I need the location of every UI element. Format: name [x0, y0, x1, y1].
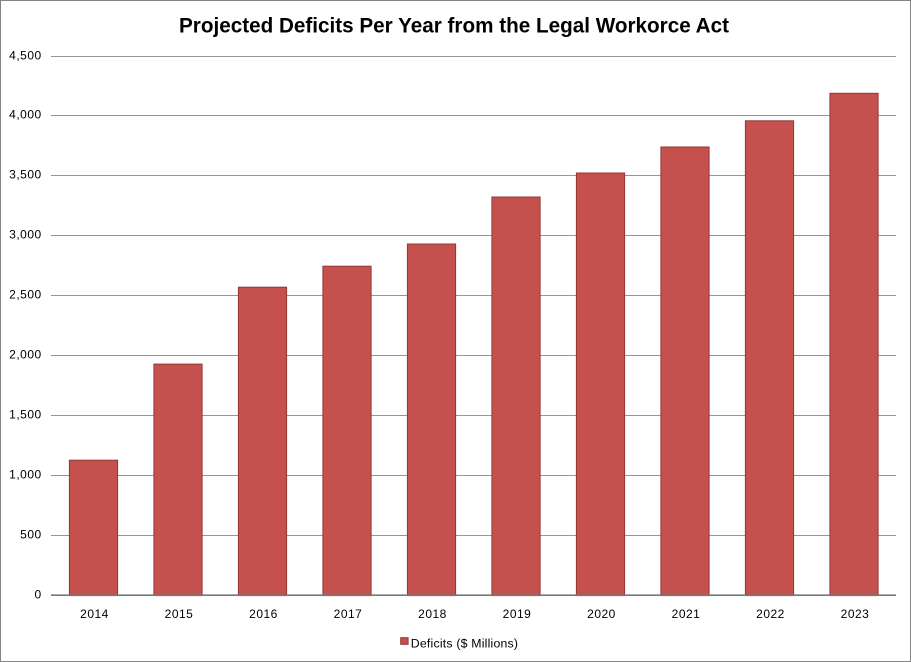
svg-text:2015: 2015 — [165, 607, 194, 621]
svg-text:4,500: 4,500 — [9, 49, 42, 63]
svg-text:Projected Deficits Per Year fr: Projected Deficits Per Year from the Leg… — [179, 14, 729, 38]
svg-text:2020: 2020 — [587, 607, 616, 621]
svg-text:2023: 2023 — [841, 607, 870, 621]
svg-text:2016: 2016 — [249, 607, 278, 621]
svg-text:1,000: 1,000 — [9, 468, 42, 482]
svg-text:Deficits ($ Millions): Deficits ($ Millions) — [411, 636, 518, 650]
svg-text:2017: 2017 — [334, 607, 363, 621]
svg-text:3,000: 3,000 — [9, 228, 42, 242]
svg-text:500: 500 — [20, 528, 42, 542]
svg-text:2014: 2014 — [80, 607, 109, 621]
svg-text:1,500: 1,500 — [9, 408, 42, 422]
svg-text:2018: 2018 — [418, 607, 447, 621]
svg-text:2,500: 2,500 — [9, 288, 42, 302]
svg-text:3,500: 3,500 — [9, 168, 42, 182]
svg-text:2022: 2022 — [756, 607, 785, 621]
svg-text:4,000: 4,000 — [9, 108, 42, 122]
svg-text:2019: 2019 — [503, 607, 532, 621]
svg-text:2,000: 2,000 — [9, 348, 42, 362]
svg-text:0: 0 — [35, 588, 42, 602]
svg-text:2021: 2021 — [672, 607, 701, 621]
